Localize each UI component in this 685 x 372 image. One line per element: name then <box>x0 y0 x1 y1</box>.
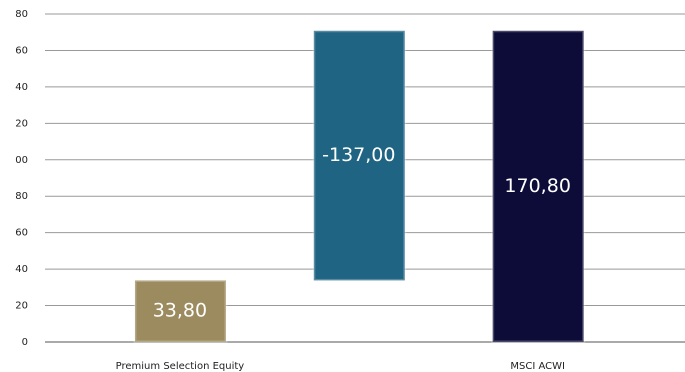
x-tick-label: MSCI ACWI <box>510 361 565 372</box>
y-tick-label: 20 <box>15 118 28 129</box>
y-tick-label: 0 <box>22 337 28 348</box>
y-tick-label: 00 <box>15 155 28 166</box>
y-tick-label: 20 <box>15 301 28 312</box>
y-tick-label: 80 <box>15 9 28 20</box>
y-tick-label: 60 <box>15 45 28 56</box>
y-tick-label: 40 <box>15 264 28 275</box>
value-label: 33,80 <box>153 300 207 322</box>
value-label: 170,80 <box>504 175 570 197</box>
bar <box>312 29 407 282</box>
x-tick-label: Premium Selection Equity <box>116 361 245 372</box>
y-tick-label: 40 <box>15 82 28 93</box>
y-tick-label: 60 <box>15 228 28 239</box>
value-label: -137,00 <box>322 144 395 166</box>
bar <box>491 29 586 344</box>
bar <box>133 278 228 344</box>
y-tick-label: 80 <box>15 191 28 202</box>
